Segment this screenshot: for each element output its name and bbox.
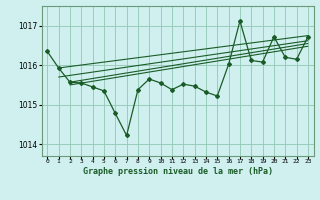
X-axis label: Graphe pression niveau de la mer (hPa): Graphe pression niveau de la mer (hPa) [83,167,273,176]
